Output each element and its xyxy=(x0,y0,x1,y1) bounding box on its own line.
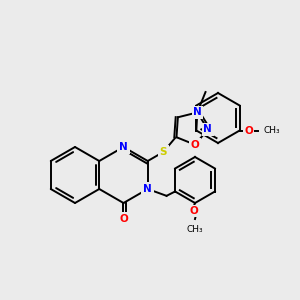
Text: O: O xyxy=(119,214,128,224)
Text: N: N xyxy=(203,124,212,134)
Text: O: O xyxy=(244,125,253,136)
Text: N: N xyxy=(119,142,128,152)
Text: O: O xyxy=(190,140,200,150)
Text: S: S xyxy=(160,147,167,157)
Text: N: N xyxy=(193,107,202,117)
Text: N: N xyxy=(143,184,152,194)
Text: O: O xyxy=(190,206,198,216)
Text: CH₃: CH₃ xyxy=(264,126,280,135)
Text: CH₃: CH₃ xyxy=(187,225,203,234)
